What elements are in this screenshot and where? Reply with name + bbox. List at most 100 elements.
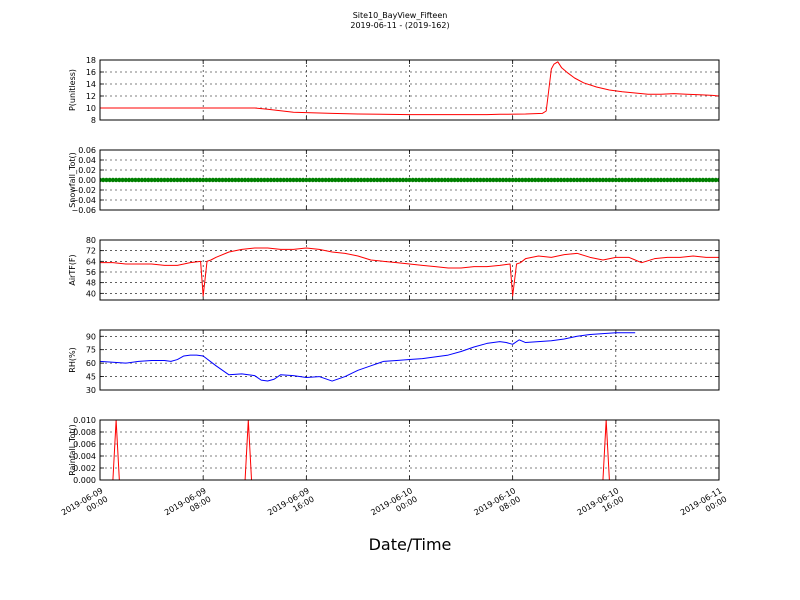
data-point: [703, 177, 709, 183]
data-point: [529, 177, 535, 183]
data-point: [262, 177, 267, 183]
data-point: [142, 177, 148, 183]
data-point: [423, 177, 428, 183]
data-point: [458, 177, 464, 183]
data-point: [288, 177, 293, 183]
data-point: [191, 177, 196, 183]
data-point: [217, 177, 222, 183]
data-point: [236, 177, 241, 183]
data-point: [362, 177, 367, 183]
data-point: [397, 177, 403, 183]
data-point: [433, 177, 438, 183]
data-point: [317, 177, 322, 183]
data-point: [307, 177, 312, 183]
y-tick-label: 56: [86, 268, 96, 277]
data-point: [545, 177, 551, 183]
data-point: [713, 177, 718, 183]
data-point: [113, 177, 119, 183]
y-tick-label: 45: [86, 373, 96, 382]
data-point: [581, 177, 586, 183]
data-point: [320, 177, 325, 183]
data-point: [558, 177, 564, 183]
y-tick-label: 30: [86, 386, 96, 395]
data-point: [665, 177, 670, 183]
data-point: [542, 177, 548, 183]
y-tick-label: 14: [86, 80, 96, 89]
data-point: [304, 177, 309, 183]
data-point: [333, 177, 338, 183]
data-point: [175, 177, 180, 183]
data-point: [481, 177, 486, 183]
data-point: [120, 177, 125, 183]
data-point: [610, 177, 615, 183]
data-point: [539, 177, 544, 183]
data-point: [159, 177, 164, 183]
data-point: [491, 177, 496, 183]
data-point: [249, 177, 254, 183]
data-point: [136, 177, 141, 183]
data-point: [674, 177, 680, 183]
data-point: [226, 177, 232, 183]
data-point: [668, 177, 673, 183]
data-point: [678, 177, 683, 183]
data-point: [597, 177, 602, 183]
data-point: [155, 177, 161, 183]
data-point: [223, 177, 228, 183]
data-point: [594, 177, 599, 183]
y-tick-label: 64: [86, 257, 96, 266]
data-point: [355, 177, 361, 183]
data-point: [133, 177, 138, 183]
data-point: [239, 177, 245, 183]
y-axis-label: RH(%): [68, 347, 77, 372]
data-point: [504, 177, 509, 183]
x-tick-label: 2019-06-1008:00: [472, 486, 522, 525]
chart-subtitle: 2019-06-11 - (2019-162): [350, 21, 450, 30]
data-point: [329, 177, 335, 183]
data-point: [684, 177, 689, 183]
data-point: [310, 177, 315, 183]
data-point: [533, 177, 538, 183]
data-point: [436, 177, 441, 183]
data-point: [281, 177, 286, 183]
data-point: [652, 177, 657, 183]
data-point: [313, 177, 319, 183]
y-tick-label: 40: [86, 289, 96, 298]
data-point: [629, 177, 635, 183]
y-tick-label: 0.000: [73, 476, 96, 485]
y-tick-label: 0.002: [73, 464, 96, 473]
data-point: [271, 177, 277, 183]
series-line: [100, 332, 636, 382]
data-point: [426, 177, 432, 183]
panel-frame: [99, 59, 720, 121]
y-tick-label: 0.008: [73, 428, 96, 437]
x-tick-label: 2019-06-1016:00: [576, 486, 626, 525]
y-tick-label: −0.06: [71, 206, 96, 215]
data-point: [616, 177, 622, 183]
data-point: [233, 177, 238, 183]
data-point: [494, 177, 499, 183]
data-point: [523, 177, 528, 183]
series-group: [100, 177, 719, 183]
panel-frame: [99, 419, 720, 481]
data-point: [171, 177, 177, 183]
data-point: [323, 177, 328, 183]
data-point: [294, 177, 299, 183]
data-point: [204, 177, 209, 183]
y-tick-label: 48: [86, 279, 96, 288]
data-point: [400, 177, 406, 183]
data-point: [130, 177, 135, 183]
data-point: [265, 177, 270, 183]
y-tick-label: 0.006: [73, 440, 96, 449]
x-tick-label: 2019-06-1100:00: [679, 486, 729, 525]
data-point: [139, 177, 145, 183]
y-tick-label: 80: [86, 236, 96, 245]
data-point: [526, 177, 531, 183]
data-point: [707, 177, 712, 183]
data-point: [378, 177, 383, 183]
data-point: [210, 177, 216, 183]
data-point: [562, 177, 567, 183]
y-tick-label: 16: [86, 68, 96, 77]
series-line: [100, 420, 719, 480]
data-point: [439, 177, 444, 183]
